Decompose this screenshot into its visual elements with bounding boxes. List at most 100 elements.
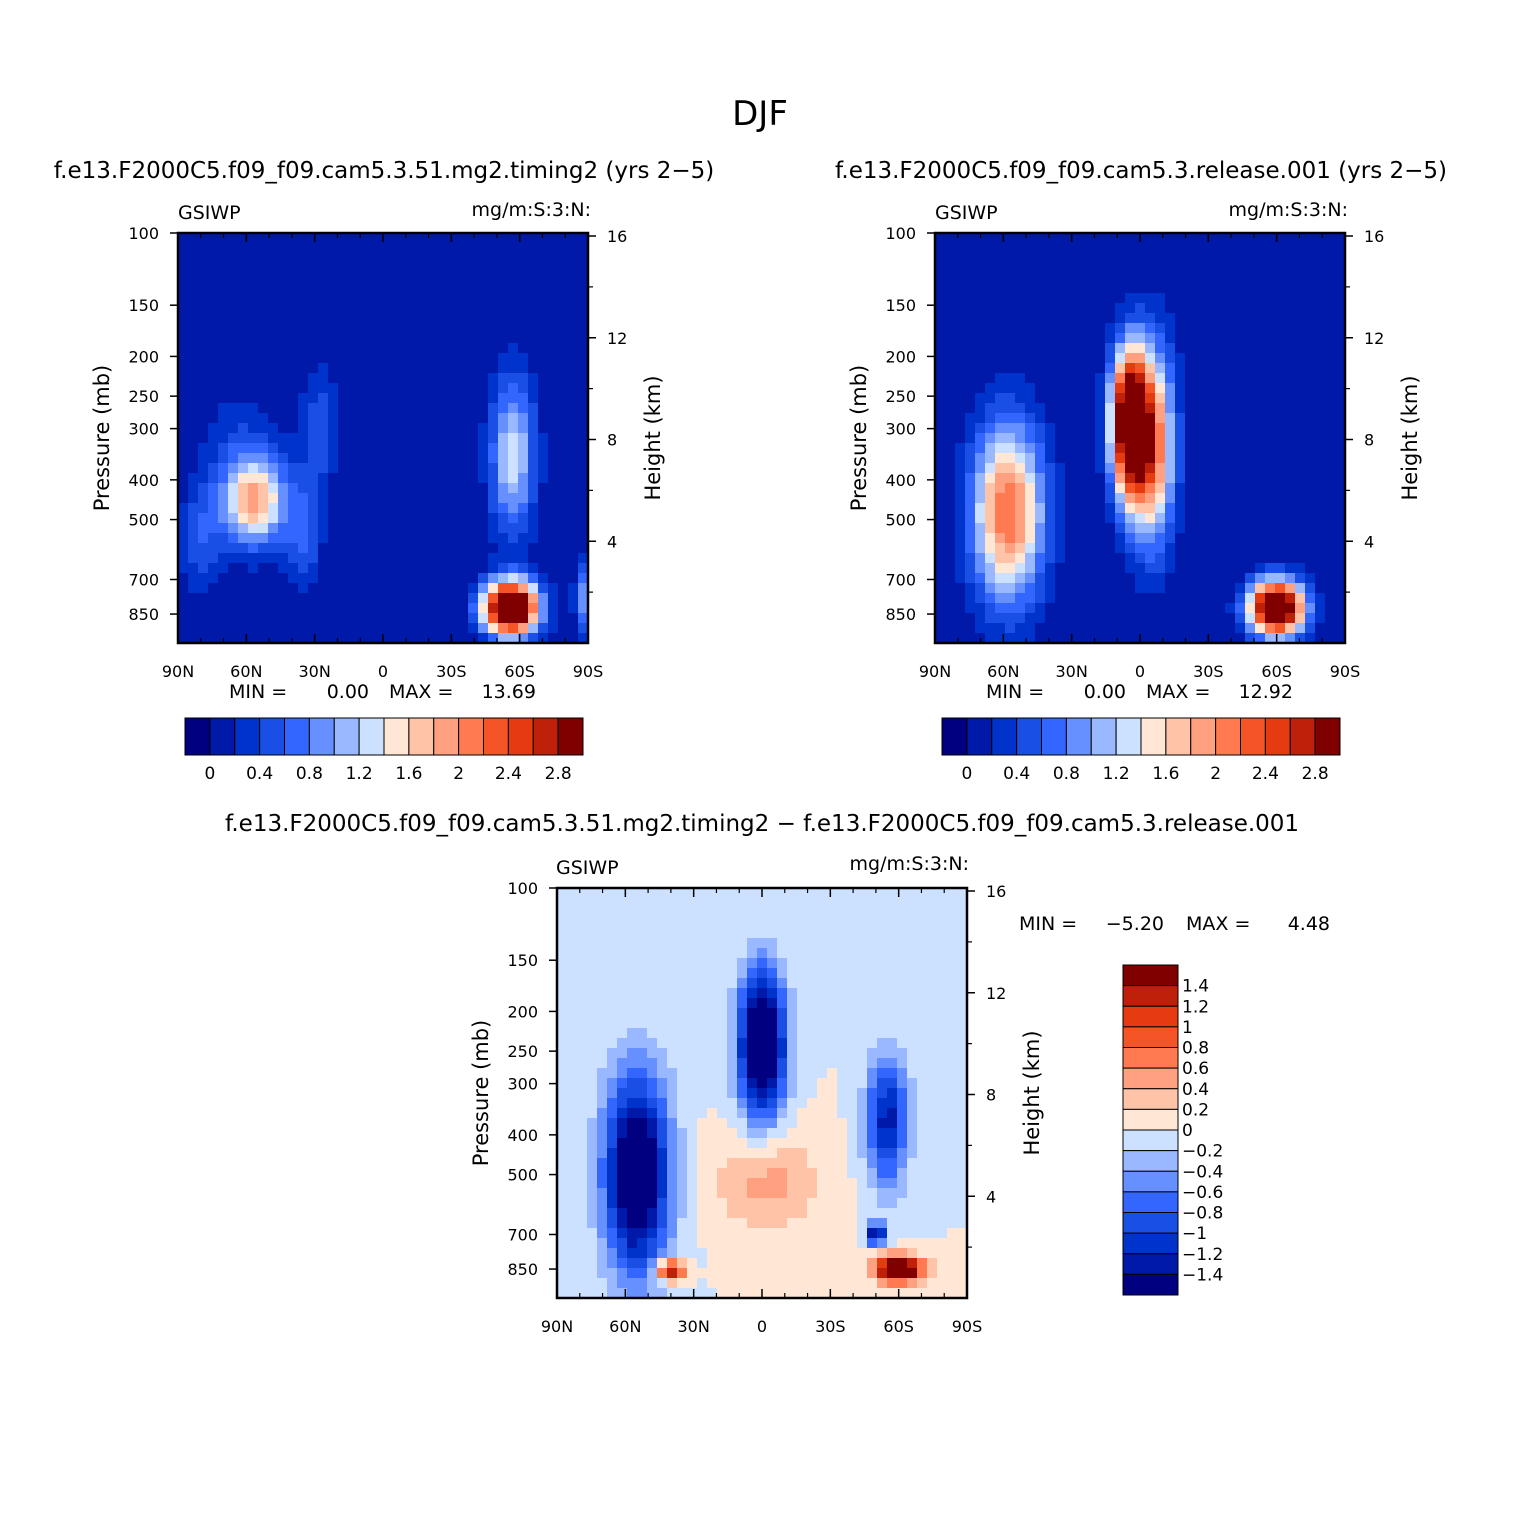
field-cell: [348, 473, 359, 484]
field-cell: [587, 978, 598, 989]
field-cell: [308, 333, 319, 344]
field-cell: [1145, 423, 1156, 434]
field-cell: [218, 433, 229, 444]
field-cell: [398, 303, 409, 314]
field-cell: [1085, 343, 1096, 354]
field-cell: [1265, 393, 1276, 404]
field-cell: [548, 423, 559, 434]
field-cell: [857, 948, 868, 959]
field-cell: [558, 363, 569, 374]
field-cell: [328, 393, 339, 404]
field-cell: [1035, 443, 1046, 454]
field-cell: [927, 1028, 938, 1039]
field-cell: [627, 1178, 638, 1189]
field-cell: [1075, 413, 1086, 424]
field-cell: [298, 253, 309, 264]
field-cell: [1035, 473, 1046, 484]
field-cell: [927, 1188, 938, 1199]
field-label: GSIWP: [556, 857, 619, 879]
field-cell: [1045, 593, 1056, 604]
field-cell: [398, 553, 409, 564]
field-cell: [1145, 273, 1156, 284]
field-cell: [627, 1038, 638, 1049]
field-cell: [947, 1008, 958, 1019]
field-cell: [1315, 523, 1326, 534]
field-cell: [1005, 573, 1016, 584]
field-cell: [677, 898, 688, 909]
field-cell: [627, 1198, 638, 1209]
field-cell: [268, 423, 279, 434]
field-cell: [368, 513, 379, 524]
field-cell: [787, 1048, 798, 1059]
field-cell: [807, 1208, 818, 1219]
field-cell: [298, 533, 309, 544]
field-cell: [807, 978, 818, 989]
field-cell: [538, 463, 549, 474]
field-cell: [558, 333, 569, 344]
field-cell: [1185, 393, 1196, 404]
field-cell: [1085, 553, 1096, 564]
field-cell: [677, 1178, 688, 1189]
field-cell: [807, 948, 818, 959]
field-cell: [458, 283, 469, 294]
field-cell: [458, 373, 469, 384]
field-cell: [697, 1028, 708, 1039]
field-cell: [957, 1018, 968, 1029]
field-cell: [985, 423, 996, 434]
y-tick-label: 100: [885, 224, 916, 243]
field-cell: [548, 533, 559, 544]
field-cell: [857, 988, 868, 999]
field-cell: [398, 483, 409, 494]
field-cell: [1145, 303, 1156, 314]
field-cell: [428, 323, 439, 334]
field-cell: [208, 413, 219, 424]
field-cell: [1095, 543, 1106, 554]
field-cell: [548, 503, 559, 514]
field-cell: [1335, 613, 1346, 624]
field-cell: [1135, 433, 1146, 444]
field-cell: [847, 1018, 858, 1029]
field-cell: [1105, 393, 1116, 404]
field-cell: [498, 353, 509, 364]
field-cell: [258, 493, 269, 504]
field-cell: [917, 1198, 928, 1209]
field-cell: [278, 333, 289, 344]
field-cell: [228, 343, 239, 354]
field-cell: [1015, 273, 1026, 284]
field-cell: [965, 463, 976, 474]
field-cell: [328, 363, 339, 374]
field-cell: [707, 1098, 718, 1109]
field-cell: [468, 483, 479, 494]
field-cell: [308, 473, 319, 484]
field-cell: [1015, 373, 1026, 384]
field-cell: [188, 303, 199, 314]
field-cell: [288, 433, 299, 444]
field-cell: [288, 473, 299, 484]
field-cell: [957, 1088, 968, 1099]
field-cell: [378, 303, 389, 314]
field-cell: [657, 988, 668, 999]
field-cell: [867, 1068, 878, 1079]
field-cell: [538, 443, 549, 454]
field-cell: [1235, 243, 1246, 254]
field-cell: [787, 1038, 798, 1049]
field-cell: [1185, 633, 1196, 644]
field-cell: [1175, 303, 1186, 314]
field-cell: [568, 503, 579, 514]
field-cell: [1215, 583, 1226, 594]
field-cell: [478, 253, 489, 264]
field-cell: [1335, 233, 1346, 244]
field-cell: [498, 443, 509, 454]
field-cell: [787, 928, 798, 939]
colorbar-box: [209, 717, 236, 756]
field-cell: [697, 1158, 708, 1169]
field-cell: [498, 623, 509, 634]
field-cell: [1225, 413, 1236, 424]
field-cell: [627, 888, 638, 899]
field-cell: [1185, 363, 1196, 374]
field-cell: [1305, 253, 1316, 264]
field-cell: [258, 603, 269, 614]
y-axis-label: Pressure (mb): [90, 365, 114, 512]
field-cell: [1055, 393, 1066, 404]
field-cell: [278, 563, 289, 574]
